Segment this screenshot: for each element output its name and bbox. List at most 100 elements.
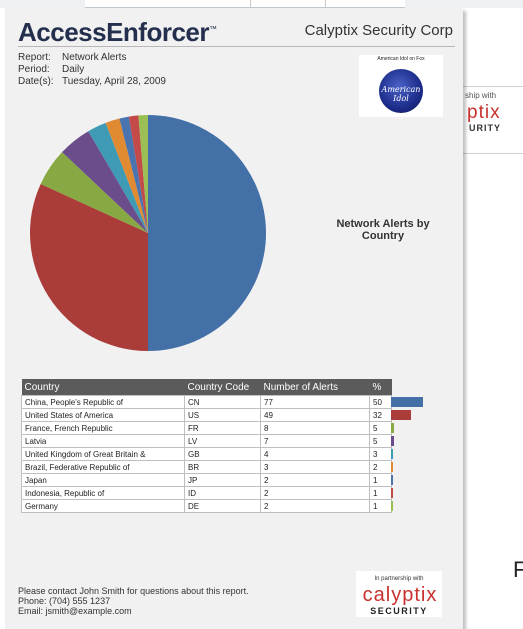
cell-country: Japan — [21, 473, 185, 487]
cell-country-code: FR — [184, 421, 261, 435]
pie-slice-jp — [119, 116, 148, 233]
cell-alerts: 2 — [260, 486, 370, 500]
table-row: United States of America US 49 32 — [21, 408, 392, 422]
meta-dates-value: Tuesday, April 28, 2009 — [62, 76, 166, 87]
header-number-of-alerts[interactable]: Number of Alerts — [260, 379, 370, 396]
alerts-pie-chart — [29, 115, 266, 351]
report-meta: Report: Network Alerts Period: Daily Date(… — [18, 52, 166, 88]
idol-caption: American Idol on Fox — [377, 56, 425, 62]
cell-alerts: 49 — [260, 408, 370, 422]
cell-alerts: 2 — [260, 499, 370, 513]
cell-country-code: BR — [184, 460, 261, 474]
cell-percent: 5 — [369, 434, 392, 448]
partner-logo[interactable]: In partnership with calyptix SECURITY — [356, 571, 442, 617]
footer-phone: Phone: (704) 555 1237 — [18, 596, 111, 606]
background-table-cell — [325, 0, 326, 7]
table-row: Japan JP 2 1 — [21, 473, 392, 487]
cell-alerts: 4 — [260, 447, 370, 461]
cell-percent: 3 — [369, 447, 392, 461]
pie-slice-id — [128, 115, 148, 233]
header-percent[interactable]: % — [369, 379, 392, 396]
cell-country-code: DE — [184, 499, 261, 513]
header-country[interactable]: Country — [21, 379, 185, 396]
cell-alerts: 77 — [260, 395, 370, 409]
table-row: Latvia LV 7 5 — [21, 434, 392, 448]
cell-percent: 1 — [369, 473, 392, 487]
cell-alerts: 2 — [260, 473, 370, 487]
meta-period-value: Daily — [62, 64, 85, 75]
idol-globe-icon: American Idol — [379, 69, 423, 113]
background-partner-logo: ptix — [467, 102, 501, 123]
cell-country-code: LV — [184, 434, 261, 448]
meta-dates-label: Date(s): — [18, 76, 54, 87]
pie-slice-gb — [88, 122, 148, 233]
pie-slice-lv — [62, 131, 148, 233]
header-country-code[interactable]: Country Code — [184, 379, 261, 396]
percent-bar-gb — [391, 448, 393, 459]
meta-period-label: Period: — [18, 64, 50, 75]
cell-percent: 2 — [369, 460, 392, 474]
trademark-mark: ™ — [209, 24, 217, 34]
percent-bar-id — [391, 487, 393, 498]
background-partner-card: ship with ptix URITY — [460, 86, 523, 154]
table-row: United Kingdom of Great Britain & GB 4 3 — [21, 447, 392, 461]
footer-contact: Please contact John Smith for questions … — [18, 586, 249, 616]
cell-country-code: GB — [184, 447, 261, 461]
cell-country: United Kingdom of Great Britain & — [21, 447, 185, 461]
table-row: Indonesia, Republic of ID 2 1 — [21, 486, 392, 500]
partner-name: calyptix — [362, 584, 438, 606]
brand-logo: AccessEnforcer™ — [18, 17, 217, 47]
background-table-cell — [250, 0, 251, 7]
cell-percent: 32 — [369, 408, 392, 422]
cell-country-code: JP — [184, 473, 261, 487]
percent-bar-de — [391, 500, 393, 511]
chart-title-line: Network Alerts by — [336, 218, 430, 230]
pie-slice-us — [29, 183, 148, 351]
background-partner-text: ship with — [465, 91, 497, 100]
pie-slice-br — [105, 118, 148, 233]
table-row: Germany DE 2 1 — [21, 499, 392, 513]
cell-country: Indonesia, Republic of — [21, 486, 185, 500]
cell-percent: 1 — [369, 486, 392, 500]
meta-report-value: Network Alerts — [62, 52, 127, 63]
cell-country-code: ID — [184, 486, 261, 500]
cell-country-code: US — [184, 408, 261, 422]
cell-country: China, People's Republic of — [21, 395, 185, 409]
percent-bar-cn — [391, 396, 423, 407]
footer-email[interactable]: Email: jsmith@example.com — [18, 606, 132, 616]
cell-alerts: 7 — [260, 434, 370, 448]
cell-alerts: 3 — [260, 460, 370, 474]
idol-ad-image[interactable]: American Idol on Fox American Idol — [359, 55, 443, 117]
background-table-strip — [85, 0, 405, 8]
idol-logo-text: American Idol — [381, 85, 421, 103]
header-divider — [18, 46, 455, 47]
table-row: China, People's Republic of CN 77 50 — [21, 395, 392, 409]
company-name: Calyptix Security Corp — [304, 22, 453, 39]
cell-percent: 1 — [369, 499, 392, 513]
cell-country: Brazil, Federative Republic of — [21, 460, 185, 474]
pie-slice-fr — [40, 152, 149, 233]
background-letter: F — [513, 557, 523, 582]
chart-title: Network Alerts by Country — [318, 218, 448, 242]
cell-country: France, French Republic — [21, 421, 185, 435]
table-row: France, French Republic FR 8 5 — [21, 421, 392, 435]
cell-country-code: CN — [184, 395, 261, 409]
pie-slice-cn — [148, 115, 266, 351]
cell-country: Latvia — [21, 434, 185, 448]
pie-slice-de — [138, 115, 148, 233]
cell-alerts: 8 — [260, 421, 370, 435]
percent-bar-us — [391, 409, 412, 420]
percent-bar-jp — [391, 474, 393, 485]
cell-country: United States of America — [21, 408, 185, 422]
cell-country: Germany — [21, 499, 185, 513]
background-partner-sub: URITY — [469, 123, 501, 133]
percent-bar-br — [391, 461, 393, 472]
report-page: AccessEnforcer™ Calyptix Security Corp R… — [5, 8, 463, 629]
cell-percent: 50 — [369, 395, 392, 409]
alerts-table: Country Country Code Number of Alerts % … — [21, 379, 392, 513]
partner-label: In partnership with — [374, 576, 424, 582]
percent-bar-fr — [391, 422, 395, 433]
table-header-row: Country Country Code Number of Alerts % — [21, 379, 392, 396]
footer-line: Please contact John Smith for questions … — [18, 586, 249, 596]
cell-percent: 5 — [369, 421, 392, 435]
